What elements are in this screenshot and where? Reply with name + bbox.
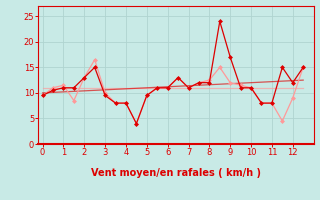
X-axis label: Vent moyen/en rafales ( km/h ): Vent moyen/en rafales ( km/h ): [91, 168, 261, 178]
